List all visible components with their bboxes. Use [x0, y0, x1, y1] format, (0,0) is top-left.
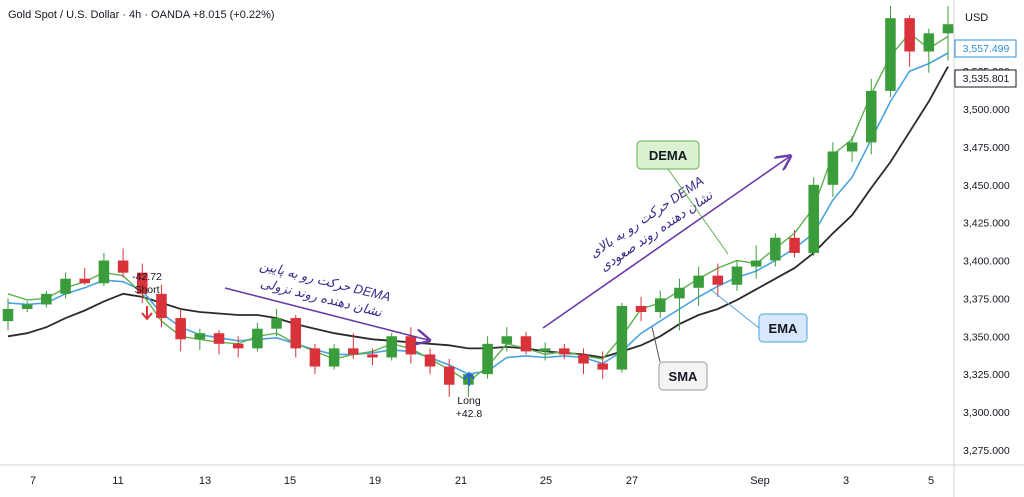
candle[interactable]	[405, 327, 417, 364]
candle[interactable]	[424, 348, 436, 375]
candle[interactable]	[252, 322, 263, 352]
candle[interactable]	[712, 263, 724, 297]
price-tick-label: 3,375.000	[963, 293, 1010, 305]
ema-callout-label: EMA	[769, 321, 799, 336]
candle[interactable]	[367, 348, 378, 366]
candle[interactable]	[2, 298, 14, 331]
price-tick-label: 3,300.000	[963, 407, 1010, 419]
candle[interactable]	[156, 284, 167, 328]
price-tick-label: 3,425.000	[963, 218, 1010, 230]
long-label: Long	[457, 395, 481, 407]
candle[interactable]	[21, 301, 33, 313]
candle[interactable]	[443, 358, 455, 397]
candle[interactable]	[597, 351, 608, 379]
dema-callout-box[interactable]	[636, 140, 700, 170]
candle[interactable]	[578, 348, 589, 375]
price-tick-label: 3,400.000	[963, 256, 1010, 268]
time-tick-label: 15	[284, 475, 296, 487]
candle[interactable]	[271, 308, 282, 337]
dema-callout-label: DEMA	[649, 148, 688, 163]
candle[interactable]	[41, 290, 52, 308]
candle[interactable]	[213, 330, 225, 355]
currency-label[interactable]: USD	[965, 12, 989, 24]
candle[interactable]	[923, 28, 935, 73]
dema-line[interactable]	[7, 32, 949, 383]
time-tick-label: 19	[369, 475, 381, 487]
candle[interactable]	[789, 230, 800, 258]
candle[interactable]	[654, 290, 666, 319]
candle[interactable]	[328, 343, 340, 370]
candle[interactable]	[616, 302, 628, 373]
candle[interactable]	[175, 308, 186, 352]
time-tick-label: 11	[112, 475, 123, 487]
price-tick-label: 3,450.000	[963, 180, 1010, 192]
short-label: Short	[134, 284, 159, 296]
candle[interactable]	[827, 142, 839, 197]
candle[interactable]	[942, 6, 954, 61]
time-tick-label: 21	[455, 475, 467, 487]
price-tick-label: 3,475.000	[963, 142, 1010, 154]
uptrend-arrow	[542, 157, 789, 329]
candle[interactable]	[232, 336, 244, 358]
sma-callout-box[interactable]	[658, 361, 708, 391]
candle[interactable]	[635, 296, 647, 322]
candle[interactable]	[520, 331, 532, 355]
candle[interactable]	[501, 327, 513, 352]
candle[interactable]	[770, 233, 781, 267]
candle[interactable]	[98, 252, 110, 287]
sma-callout-label: SMA	[669, 369, 699, 384]
time-tick-label: 5	[928, 475, 934, 487]
long-value: +42.8	[456, 408, 483, 420]
sma-line[interactable]	[7, 66, 949, 359]
candle[interactable]	[290, 315, 302, 358]
candle[interactable]	[137, 263, 148, 303]
long-arrow-icon	[463, 371, 475, 386]
ema-price-badge: 3,557.499	[963, 43, 1010, 55]
sma-price-badge: 3,535.801	[963, 73, 1010, 85]
candle[interactable]	[60, 272, 71, 299]
price-tick-label: 3,275.000	[963, 445, 1010, 457]
candle[interactable]	[117, 248, 129, 278]
candle[interactable]	[482, 336, 493, 379]
candle[interactable]	[808, 177, 819, 256]
candle[interactable]	[386, 333, 397, 361]
candle[interactable]	[348, 333, 359, 359]
candle[interactable]	[559, 343, 570, 359]
candle[interactable]	[750, 245, 762, 279]
time-tick-label: 13	[199, 475, 211, 487]
ema-callout-box[interactable]	[758, 313, 808, 343]
time-tick-label: 3	[843, 475, 849, 487]
candle[interactable]	[865, 78, 877, 155]
candle[interactable]	[674, 278, 685, 331]
candle[interactable]	[885, 6, 896, 97]
symbol-header: Gold Spot / U.S. Dollar · 4h · OANDA +8.…	[8, 9, 275, 21]
candle[interactable]	[309, 343, 321, 375]
time-tick-label: 27	[626, 475, 638, 487]
candle[interactable]	[731, 260, 743, 291]
candle[interactable]	[79, 268, 91, 285]
short-value: -42.72	[132, 271, 162, 283]
time-tick-label: 7	[30, 475, 36, 487]
short-arrow-icon	[141, 306, 153, 321]
candle[interactable]	[194, 328, 206, 350]
candle[interactable]	[904, 15, 915, 67]
candle[interactable]	[693, 266, 704, 306]
price-tick-label: 3,350.000	[963, 331, 1010, 343]
price-tick-label: 3,500.000	[963, 104, 1010, 116]
time-tick-label: 25	[540, 475, 552, 487]
downtrend-arrow	[224, 287, 428, 340]
candle[interactable]	[846, 136, 858, 163]
time-tick-label: Sep	[750, 475, 770, 487]
price-tick-label: 3,325.000	[963, 369, 1010, 381]
candle[interactable]	[539, 342, 551, 361]
